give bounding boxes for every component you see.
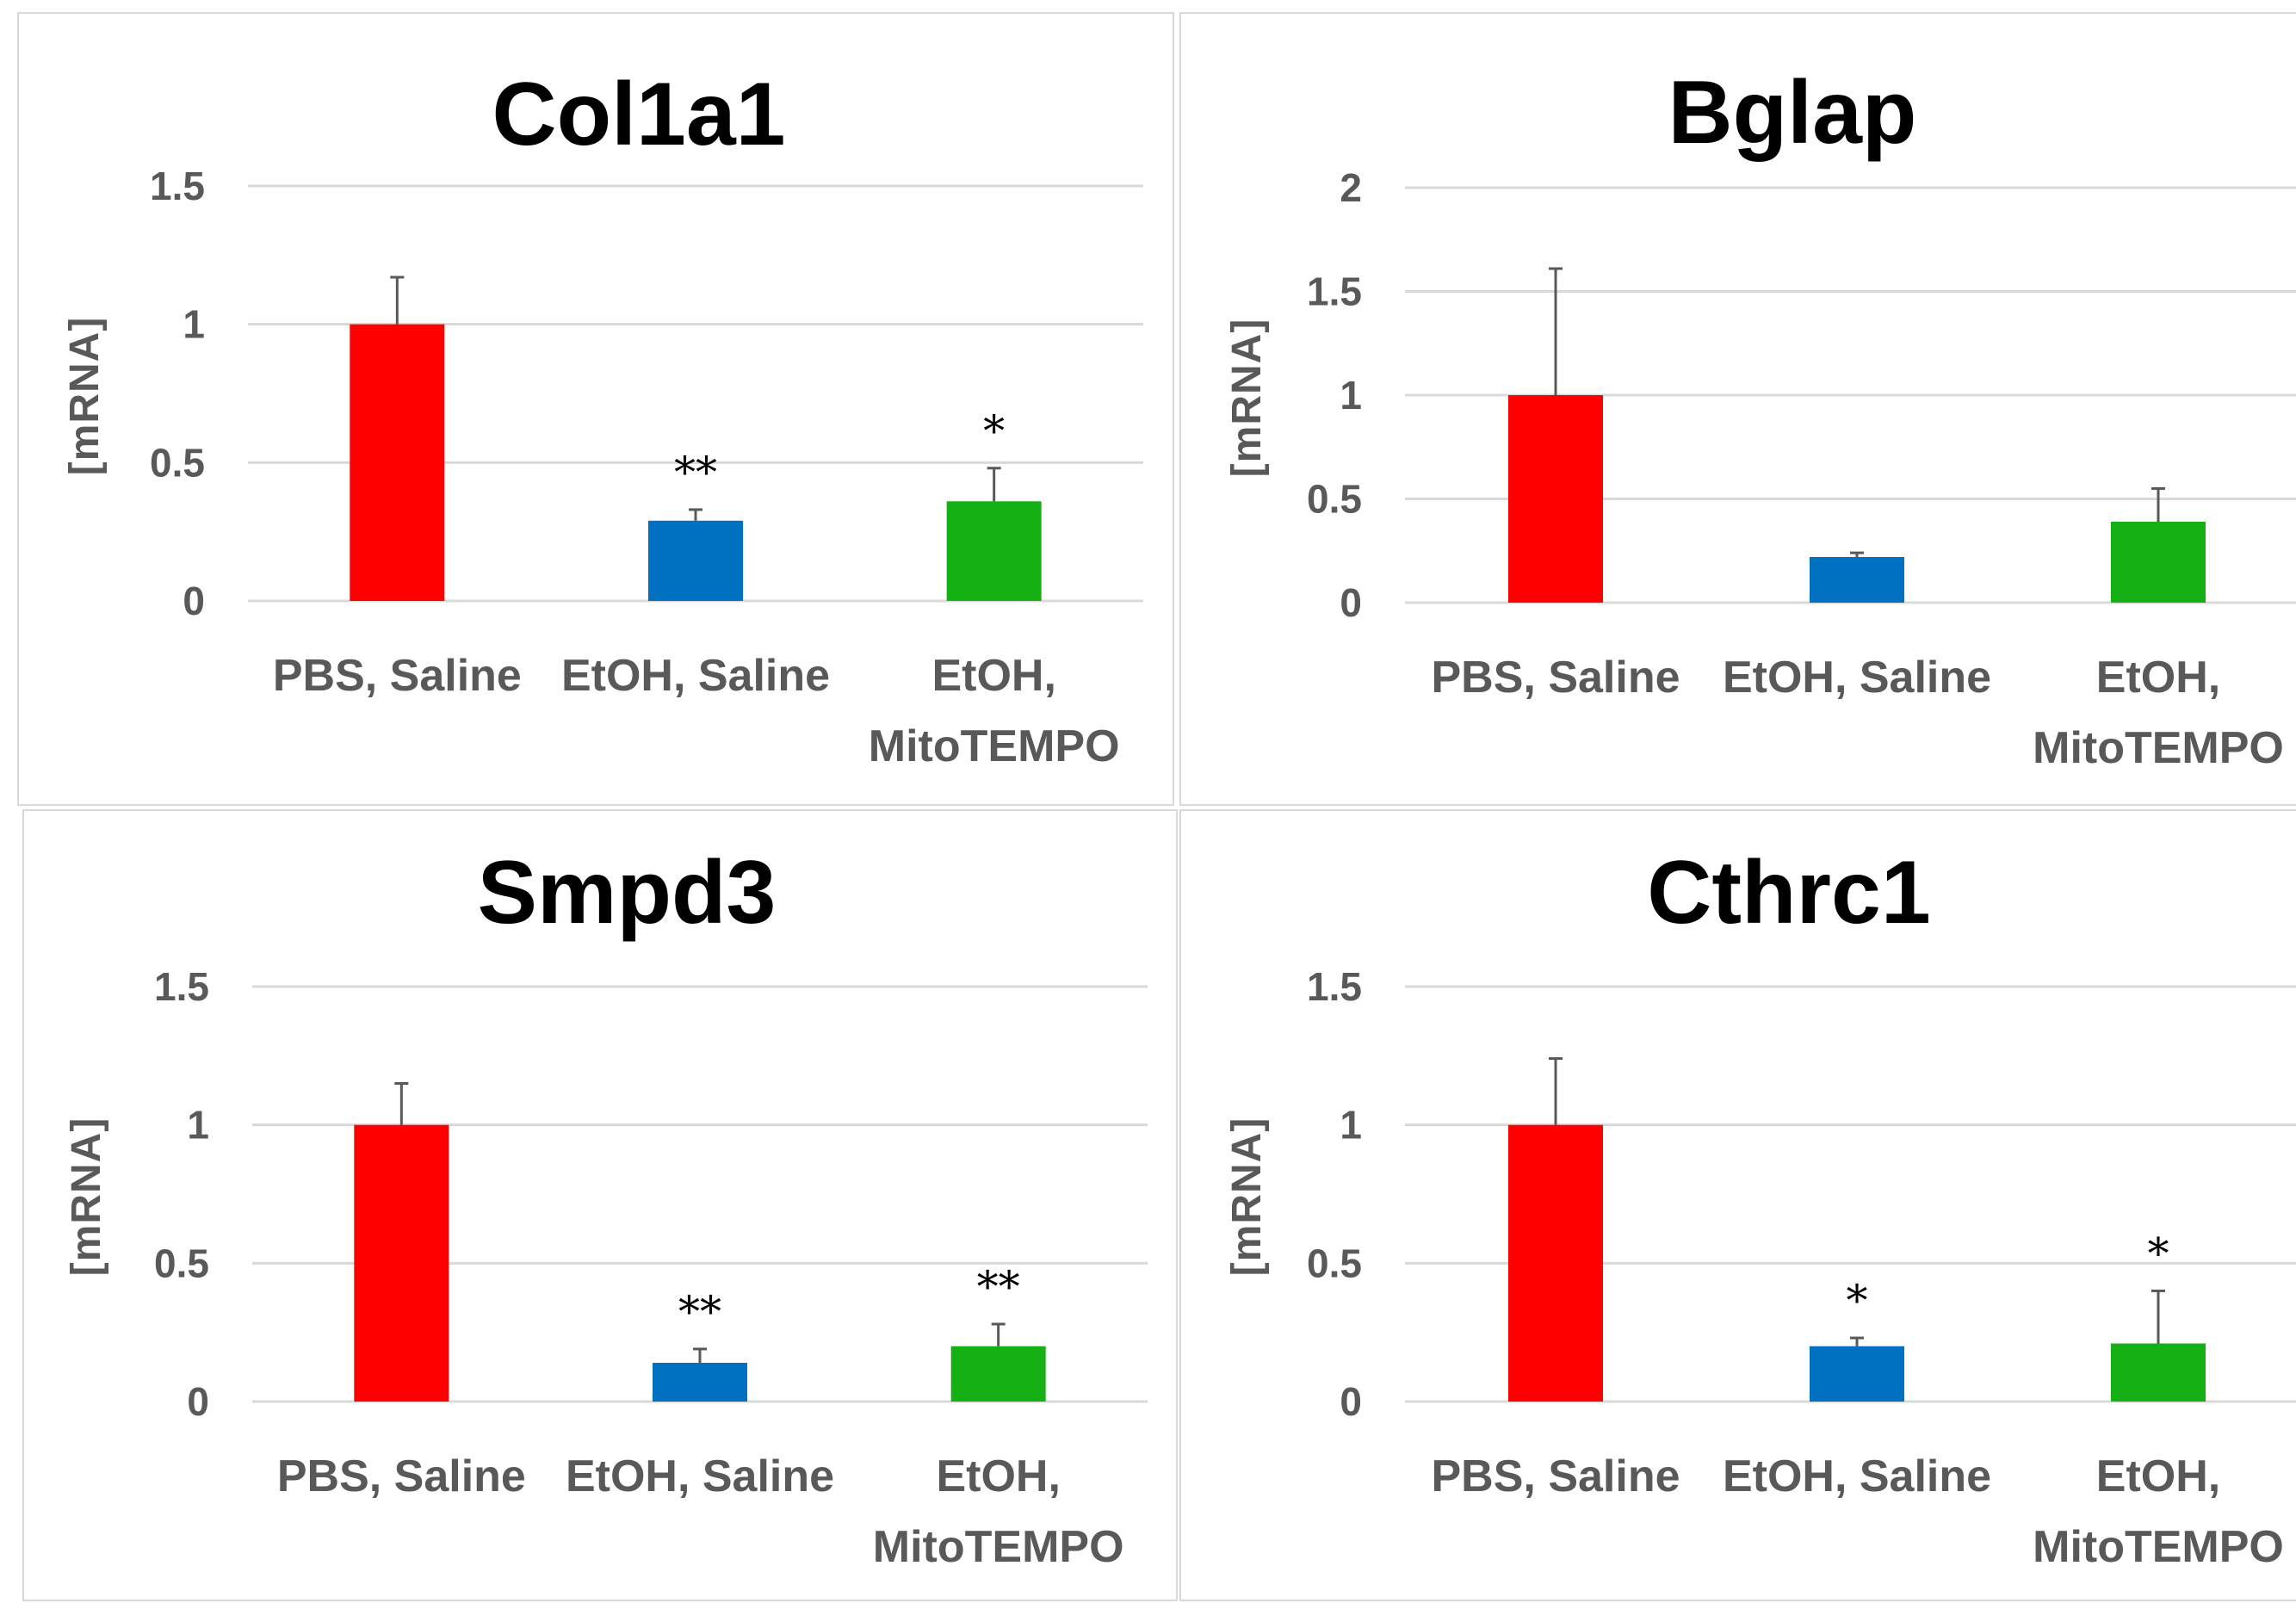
bar	[648, 520, 743, 601]
bar	[1508, 395, 1603, 603]
y-tick-label: 0.5	[150, 440, 205, 485]
significance-marker: *	[2148, 1229, 2169, 1278]
bar	[1810, 556, 1904, 603]
significance-marker: *	[1847, 1276, 1868, 1326]
chart-panel-cthrc1: Cthrc1 0 0.5 1 1.5 [mRNA] PBS, Saline * EtOH, Sa…	[1179, 809, 2296, 1601]
y-axis-label: [mRNA]	[62, 317, 108, 476]
bar	[946, 501, 1042, 601]
significance-marker: **	[678, 1287, 721, 1337]
bar	[653, 1363, 747, 1402]
bar	[2111, 1343, 2206, 1402]
x-tick-label: EtOH,	[2096, 1451, 2220, 1501]
x-tick-label: MitoTEMPO	[2033, 723, 2284, 773]
y-axis-label: [mRNA]	[1224, 319, 1270, 478]
x-tick-label: EtOH,	[931, 651, 1055, 701]
bar	[1508, 1124, 1603, 1402]
bar-chart-col1a1: Col1a1 0 0.5 1 1.5 [mRNA] PBS, Saline ** EtOH, S…	[62, 65, 1143, 771]
y-tick-label: 1.5	[1307, 269, 1362, 314]
y-tick-label: 1	[183, 302, 205, 347]
significance-marker: **	[977, 1262, 1020, 1312]
y-axis-label: [mRNA]	[64, 1117, 109, 1277]
x-tick-label: MitoTEMPO	[869, 721, 1120, 771]
x-tick-label: EtOH, Saline	[1723, 653, 1991, 702]
y-tick-label: 1	[187, 1103, 209, 1148]
significance-marker: *	[983, 406, 1005, 456]
x-tick-label: EtOH,	[2096, 653, 2220, 702]
x-tick-label: EtOH, Saline	[566, 1451, 834, 1501]
y-tick-label: 1.5	[154, 964, 209, 1009]
x-tick-label: EtOH, Saline	[1723, 1451, 1991, 1501]
chart-title: Col1a1	[492, 65, 785, 164]
bar-chart-cthrc1: Cthrc1 0 0.5 1 1.5 [mRNA] PBS, Saline * EtOH, Sa…	[1224, 843, 2296, 1572]
y-tick-label: 0	[1340, 580, 1362, 625]
y-tick-label: 0	[1340, 1379, 1362, 1424]
chart-title: Cthrc1	[1647, 843, 1930, 943]
x-tick-label: EtOH,	[936, 1451, 1060, 1501]
x-tick-label: PBS, Saline	[1432, 1451, 1680, 1501]
x-tick-label: PBS, Saline	[1432, 653, 1680, 702]
bar-chart-bglap: Bglap 0 0.5 1 1.5 2 [mRNA] PBS, Saline EtOH, Sal…	[1224, 63, 2296, 773]
y-tick-label: 0.5	[154, 1241, 209, 1285]
x-tick-label: PBS, Saline	[273, 651, 522, 701]
chart-panel-col1a1: Col1a1 0 0.5 1 1.5 [mRNA] PBS, Saline ** EtOH, S…	[17, 12, 1174, 806]
y-axis-label: [mRNA]	[1224, 1117, 1270, 1277]
bar	[950, 1346, 1046, 1402]
x-tick-label: PBS, Saline	[277, 1451, 526, 1501]
bar	[2111, 522, 2206, 603]
chart-panel-smpd3: Smpd3 0 0.5 1 1.5 [mRNA] PBS, Saline ** EtOH, Sa…	[22, 809, 1178, 1601]
chart-title: Smpd3	[478, 843, 777, 943]
chart-panel-bglap: Bglap 0 0.5 1 1.5 2 [mRNA] PBS, Saline EtOH, Sal…	[1179, 12, 2296, 806]
y-tick-label: 1.5	[1307, 964, 1362, 1009]
x-tick-label: MitoTEMPO	[2033, 1522, 2284, 1572]
chart-title: Bglap	[1668, 63, 1917, 163]
bar	[350, 324, 445, 601]
significance-marker: **	[674, 448, 717, 498]
y-tick-label: 0	[183, 579, 205, 623]
bar-chart-smpd3: Smpd3 0 0.5 1 1.5 [mRNA] PBS, Saline ** EtOH, Sa…	[64, 843, 1148, 1572]
y-tick-label: 0.5	[1307, 477, 1362, 522]
y-tick-label: 1	[1340, 1103, 1362, 1148]
bar	[1810, 1346, 1904, 1402]
x-tick-label: MitoTEMPO	[873, 1522, 1124, 1572]
x-tick-label: EtOH, Saline	[561, 651, 830, 701]
y-tick-label: 1.5	[150, 164, 205, 208]
y-tick-label: 0.5	[1307, 1241, 1362, 1285]
y-tick-label: 2	[1340, 165, 1362, 210]
y-tick-label: 0	[187, 1379, 209, 1424]
y-tick-label: 1	[1340, 373, 1362, 418]
bar	[354, 1124, 449, 1402]
